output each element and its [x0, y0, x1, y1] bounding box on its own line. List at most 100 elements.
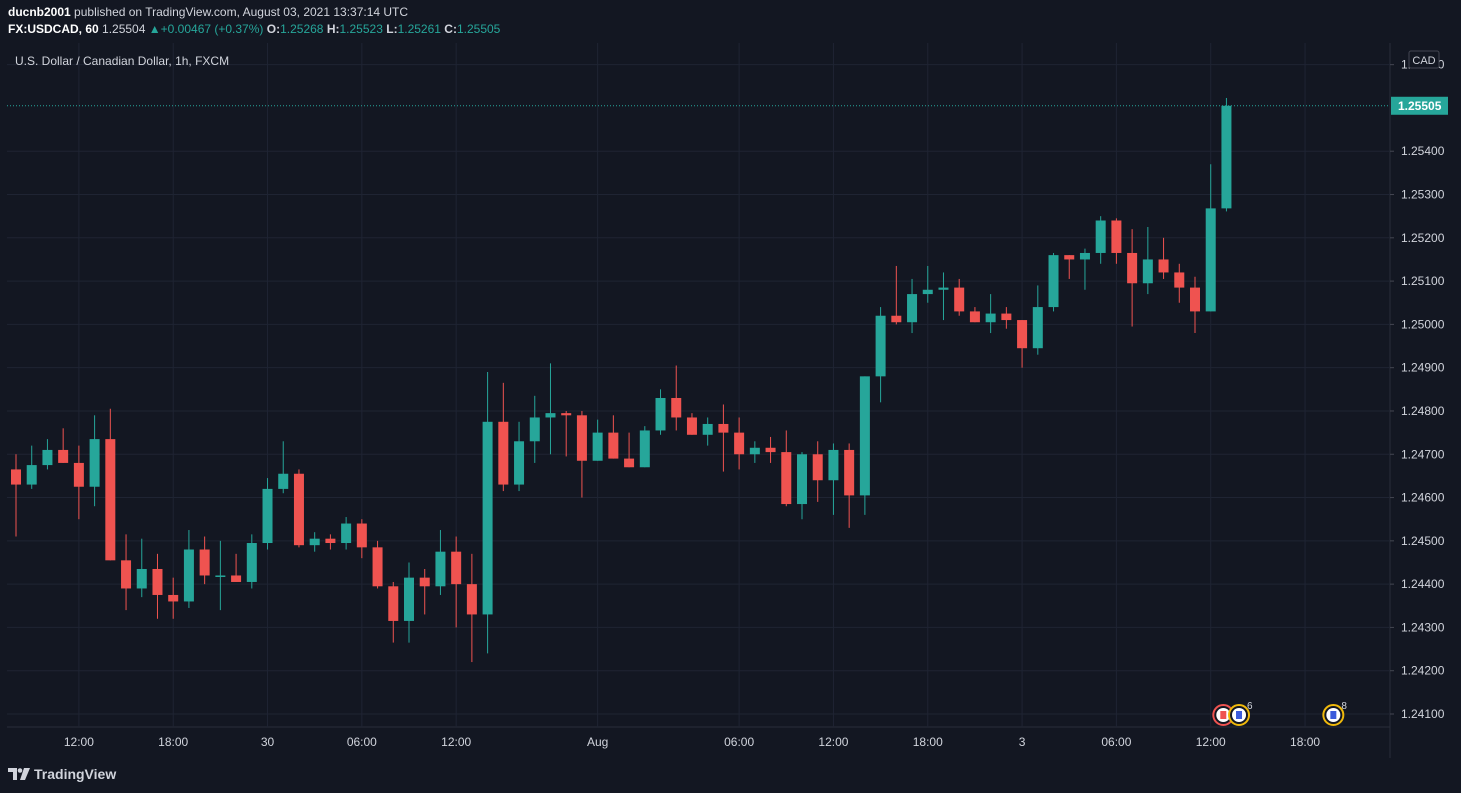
candle: [11, 454, 21, 537]
flag-icon-emblem: [1236, 711, 1243, 719]
candle: [1017, 320, 1028, 368]
candle-body: [372, 547, 383, 587]
currency-label: CAD: [1412, 55, 1435, 67]
time-tick-label: 18:00: [913, 735, 943, 749]
candle-body: [73, 462, 84, 487]
candle: [907, 278, 918, 334]
candle: [482, 372, 493, 654]
price-tick-label: 1.24800: [1401, 404, 1445, 418]
candle: [954, 278, 965, 316]
candle: [938, 272, 949, 321]
candle: [781, 430, 792, 507]
candle: [262, 478, 273, 550]
candle-body: [1158, 259, 1169, 273]
candle-body: [1174, 272, 1185, 288]
price-axis[interactable]: 1.256001.254001.253001.252001.251001.250…: [1390, 58, 1448, 721]
candle: [592, 419, 603, 461]
candle-body: [545, 413, 556, 418]
candle: [529, 395, 540, 463]
candle-body: [938, 287, 949, 290]
candle-body: [624, 458, 635, 468]
last-price-label: 1.25505: [1398, 99, 1442, 113]
candle-body: [828, 449, 839, 481]
candle-body: [922, 289, 933, 295]
close-value: 1.25505: [456, 22, 501, 36]
candle: [608, 415, 619, 459]
author-name[interactable]: ducnb2001: [8, 5, 71, 19]
candle: [152, 553, 163, 619]
candle-body: [765, 447, 776, 453]
low-value: 1.25261: [397, 22, 441, 36]
candle: [859, 376, 870, 515]
candle: [1221, 97, 1232, 212]
candle-body: [58, 449, 69, 463]
candle: [1127, 229, 1138, 327]
chart-grid: [7, 43, 1391, 758]
candle: [278, 441, 289, 494]
candle-body: [293, 473, 304, 546]
candle-body: [969, 311, 980, 323]
candle: [671, 365, 682, 431]
candle: [419, 568, 430, 615]
candle-body: [121, 560, 132, 589]
time-tick-label: 12:00: [441, 735, 471, 749]
candle-body: [844, 449, 855, 496]
change-up-icon: ▲: [148, 22, 161, 36]
candle: [655, 389, 666, 435]
price-tick-label: 1.25000: [1401, 317, 1445, 331]
price-tick-label: 1.24500: [1401, 534, 1445, 548]
candle: [136, 538, 147, 598]
price-tick-label: 1.25200: [1401, 231, 1445, 245]
candle: [58, 428, 69, 463]
time-tick-label: 30: [261, 735, 275, 749]
candle: [718, 404, 729, 472]
candlestick-chart[interactable]: 12:00 18:00 30 06:00 12:00 Aug 06:00 12:00 18:00…: [7, 43, 1453, 758]
candle: [341, 517, 352, 550]
candle: [325, 534, 336, 550]
candle: [1190, 276, 1200, 334]
flag-icon-emblem: [1220, 711, 1227, 719]
candle-body: [608, 432, 619, 459]
candle: [26, 445, 37, 489]
candle: [969, 307, 980, 323]
candle: [749, 441, 760, 463]
candle-body: [1079, 252, 1090, 260]
candle-body: [812, 454, 823, 481]
chart-title: U.S. Dollar / Canadian Dollar, 1h, FXCM: [15, 54, 229, 68]
candle-body: [451, 551, 462, 585]
candle: [1205, 164, 1216, 312]
candle-body: [576, 415, 587, 461]
candle-body: [734, 432, 745, 455]
candle-body: [859, 376, 870, 496]
tradingview-logo[interactable]: TradingView: [8, 766, 116, 782]
candle: [828, 443, 839, 515]
candle-body: [1017, 320, 1028, 349]
economic-event-marker[interactable]: 6: [1228, 701, 1253, 726]
currency-badge[interactable]: CAD: [1408, 50, 1440, 69]
candle: [246, 534, 257, 589]
price-tick-label: 1.24900: [1401, 361, 1445, 375]
candle: [466, 553, 477, 663]
candle-body: [388, 586, 399, 621]
candle-body: [11, 469, 21, 485]
time-axis[interactable]: 12:00 18:00 30 06:00 12:00 Aug 06:00 12:00 18:00…: [64, 735, 1321, 749]
price-tick-label: 1.24200: [1401, 664, 1445, 678]
candle-body: [325, 538, 336, 544]
candle: [797, 452, 807, 520]
time-tick-label: 12:00: [818, 735, 848, 749]
candle: [309, 532, 320, 552]
high-value: 1.25523: [339, 22, 383, 36]
candle-body: [514, 441, 525, 485]
economic-event-marker[interactable]: 8: [1322, 701, 1347, 726]
open-label: O:: [266, 22, 281, 36]
candle: [734, 417, 745, 470]
candle: [105, 408, 116, 561]
price-tick-label: 1.24300: [1401, 620, 1445, 634]
candle: [388, 581, 399, 643]
candle: [686, 413, 697, 435]
candle-body: [891, 315, 902, 323]
candle: [183, 530, 194, 608]
candle-body: [231, 575, 242, 582]
candle: [1064, 255, 1075, 279]
